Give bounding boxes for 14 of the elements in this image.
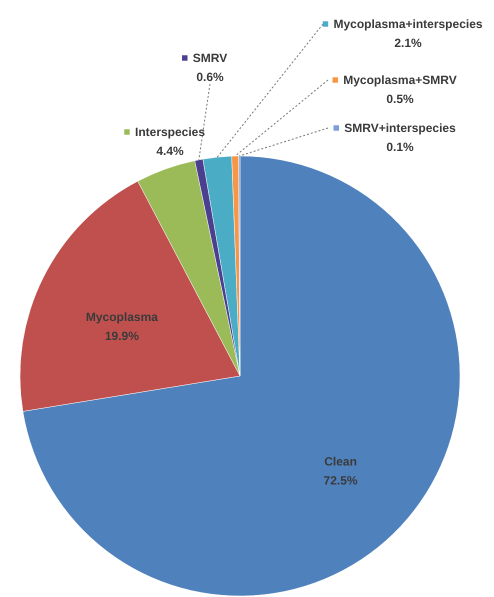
data-label: 0.5% bbox=[386, 92, 414, 106]
slice-label: Mycoplasma bbox=[86, 310, 158, 324]
legend-label: Mycoplasma+interspecies bbox=[333, 17, 483, 31]
legend-label: SMRV+interspecies bbox=[344, 121, 456, 135]
data-label: 19.9% bbox=[104, 329, 140, 344]
data-label: 4.4% bbox=[156, 144, 184, 158]
legend-label: Mycoplasma+SMRV bbox=[343, 73, 457, 87]
data-label: 0.1% bbox=[386, 140, 414, 154]
legend-label: Interspecies bbox=[134, 125, 206, 139]
data-label: 2.1% bbox=[394, 36, 422, 50]
data-label: 0.6% bbox=[196, 70, 224, 84]
legend-label: SMRV bbox=[192, 51, 228, 65]
slice-label: Clean bbox=[324, 454, 357, 468]
data-label: 72.5% bbox=[324, 474, 358, 488]
